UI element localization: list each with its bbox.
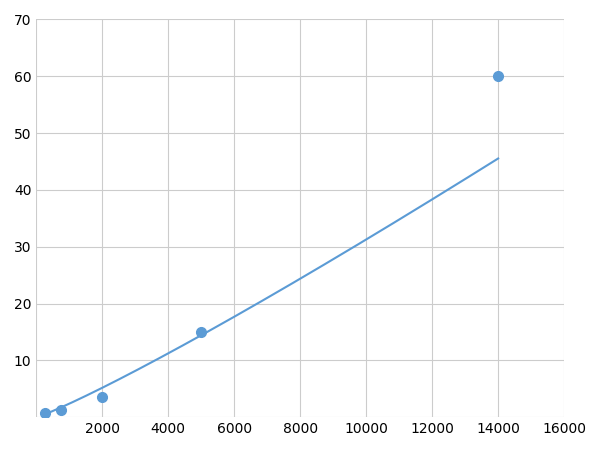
Point bbox=[98, 394, 107, 401]
Point bbox=[56, 407, 66, 414]
Point bbox=[40, 409, 49, 416]
Point bbox=[493, 72, 503, 80]
Point bbox=[196, 328, 206, 336]
